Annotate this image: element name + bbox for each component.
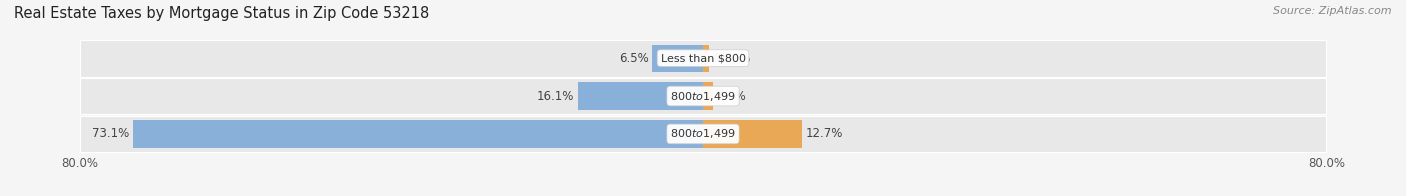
Text: $800 to $1,499: $800 to $1,499 [671, 127, 735, 140]
Text: Source: ZipAtlas.com: Source: ZipAtlas.com [1274, 6, 1392, 16]
Bar [578, 82, 703, 110]
Text: Less than $800: Less than $800 [661, 53, 745, 63]
Bar [80, 40, 1326, 77]
Text: 73.1%: 73.1% [93, 127, 129, 140]
Bar [703, 82, 713, 110]
Text: 1.3%: 1.3% [717, 90, 747, 103]
Bar [703, 120, 801, 148]
Bar [652, 44, 703, 72]
Bar [134, 120, 703, 148]
Text: Real Estate Taxes by Mortgage Status in Zip Code 53218: Real Estate Taxes by Mortgage Status in … [14, 6, 429, 21]
Bar [80, 115, 1326, 152]
Text: 6.5%: 6.5% [619, 52, 648, 65]
Text: 16.1%: 16.1% [536, 90, 574, 103]
Text: 12.7%: 12.7% [806, 127, 844, 140]
Bar [80, 78, 1326, 114]
Text: $800 to $1,499: $800 to $1,499 [671, 90, 735, 103]
Text: 0.79%: 0.79% [713, 52, 751, 65]
Bar [703, 44, 709, 72]
Legend: Without Mortgage, With Mortgage: Without Mortgage, With Mortgage [571, 191, 835, 196]
